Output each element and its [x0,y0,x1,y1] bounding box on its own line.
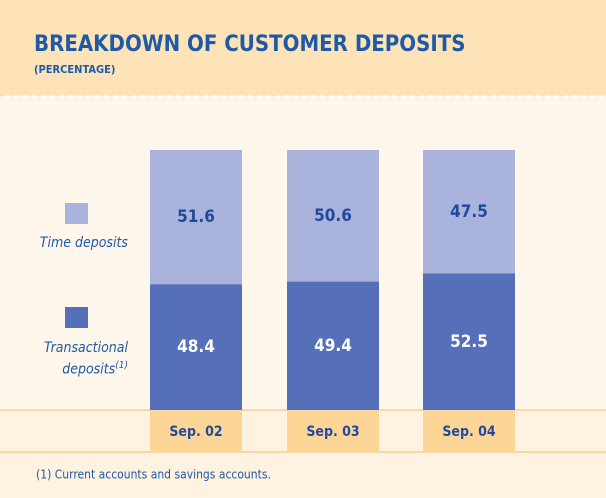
category-box [150,411,242,451]
legend-label: Transactional deposits(1) [8,340,128,379]
chart-subtitle: (PERCENTAGE) [34,63,115,76]
bar-segment [423,273,515,410]
value-label: 52.5 [450,332,488,352]
value-label: 51.6 [177,207,215,227]
x-tick-label: Sep. 02 [169,424,222,440]
bar-segment [150,284,242,410]
x-tick-label: Sep. 04 [442,424,496,440]
value-label: 49.4 [314,336,352,356]
legend-note: (1) [115,360,128,371]
chart-title: BREAKDOWN OF CUSTOMER DEPOSITS [34,32,465,57]
category-box [287,411,379,451]
bar-segment [287,150,379,282]
bar-segment [150,150,242,285]
legend-swatch [65,203,88,224]
bar-segment [423,150,515,274]
legend-text: Transactional deposits [43,340,128,378]
value-label: 50.6 [314,206,352,226]
footnote: (1) Current accounts and savings account… [36,468,271,482]
header-band [0,0,606,96]
x-tick-label: Sep. 03 [306,424,359,440]
value-label: 47.5 [450,202,488,222]
legend-swatch [65,307,88,328]
bar-segment [287,281,379,410]
value-label: 48.4 [177,337,215,357]
legend-label: Time deposits [39,235,128,251]
category-box [423,411,515,451]
